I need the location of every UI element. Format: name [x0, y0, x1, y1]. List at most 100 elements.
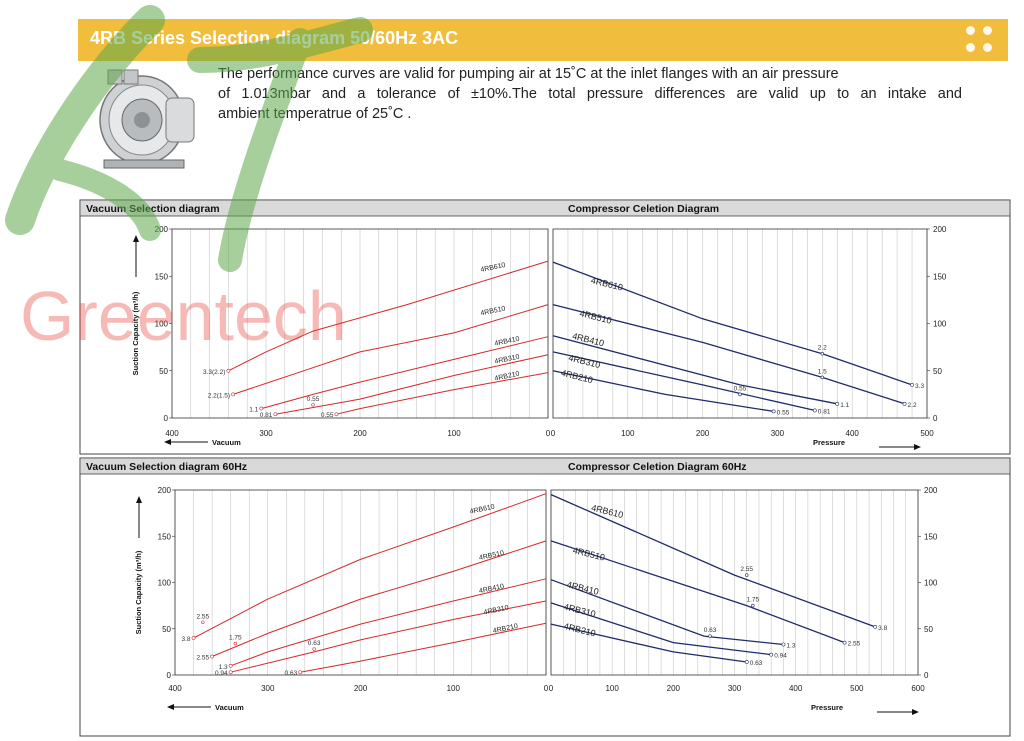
- x-tick-label: 200: [353, 429, 367, 438]
- x-tick-label: 0: [544, 684, 549, 693]
- x-axis-label: Vacuum: [215, 703, 244, 712]
- series-name-label: 4RB410: [566, 579, 600, 597]
- chart-title: Compressor Celetion Diagram: [568, 203, 719, 215]
- description: The performance curves are valid for pum…: [218, 64, 962, 124]
- endpoint-label: 0.63: [750, 660, 763, 667]
- series-name-label: 4RB510: [572, 545, 606, 563]
- annotation-label: 0.55: [734, 385, 747, 392]
- x-tick-label: 200: [696, 429, 710, 438]
- y-tick-label: 100: [158, 579, 172, 588]
- endpoint-label: 1.1: [840, 402, 849, 409]
- y-tick-label: 100: [924, 579, 938, 588]
- series-line: [228, 260, 549, 372]
- endpoint-label: 2.55: [196, 655, 209, 662]
- x-tick-label: 400: [168, 684, 182, 693]
- endpoint-label: 3.8: [182, 636, 191, 643]
- series-name-label: 4RB610: [590, 275, 624, 293]
- endpoint-marker: [902, 401, 907, 406]
- y-tick-label: 50: [159, 367, 168, 376]
- left-arrow-icon: [167, 704, 174, 710]
- endpoint-label: 2.55: [848, 641, 861, 648]
- x-tick-label: 0: [551, 429, 556, 438]
- description-line-1: The performance curves are valid for pum…: [218, 66, 839, 82]
- series-name-label: 4RB410: [571, 331, 605, 349]
- series-name-label: 4RB310: [567, 353, 601, 371]
- x-tick-label: 100: [447, 684, 461, 693]
- endpoint-marker: [842, 640, 847, 645]
- left-arrow-icon: [164, 439, 171, 445]
- endpoint-marker: [273, 412, 278, 417]
- endpoint-label: 1.1: [249, 407, 258, 414]
- series-line: [552, 303, 905, 405]
- x-tick-label: 300: [259, 429, 273, 438]
- series-line: [193, 493, 547, 639]
- series-line: [300, 622, 547, 673]
- annotation-label: 2.55: [196, 613, 209, 620]
- endpoint-label: 3.3(2.2): [203, 369, 225, 376]
- endpoint-label: 0.63: [285, 670, 298, 677]
- x-tick-label: 400: [846, 429, 860, 438]
- x-tick-label: 200: [667, 684, 681, 693]
- panel-header-bar: [79, 457, 1011, 475]
- chart-title: Compressor Celetion Diagram 60Hz: [568, 461, 747, 473]
- y-tick-label: 0: [933, 414, 938, 423]
- series-line: [550, 579, 784, 646]
- vacuum-chart: Vacuum Selection diagram 0 50 100 150 200 400 3…: [86, 203, 551, 447]
- x-tick-label: 400: [165, 429, 179, 438]
- endpoint-label: 3.8: [878, 625, 887, 632]
- endpoint-label: 1.3: [219, 664, 228, 671]
- endpoint-marker: [910, 383, 914, 387]
- x-axis-label: Vacuum: [212, 438, 241, 447]
- endpoint-marker: [769, 652, 774, 657]
- series-4RB510: 2.2(1.5) 4RB510: [208, 304, 549, 399]
- endpoint-label: 1.3: [786, 642, 795, 649]
- x-tick-label: 100: [621, 429, 635, 438]
- series-line: [232, 304, 549, 395]
- series-4RB310: 0.94 4RB310: [215, 600, 547, 677]
- endpoint-label: 3.3: [915, 383, 924, 390]
- annotation-marker: [751, 603, 755, 608]
- series-line: [552, 261, 913, 386]
- annotation-label: 0.55: [307, 396, 320, 403]
- y-axis-label: Suction Capacity (m³/h): [131, 291, 140, 375]
- series-line: [550, 623, 747, 663]
- endpoint-marker: [835, 401, 840, 406]
- series-line: [275, 354, 549, 415]
- annotation-label: 0.63: [308, 640, 321, 647]
- y-tick-label: 200: [158, 486, 172, 495]
- y-tick-label: 100: [155, 320, 169, 329]
- y-tick-label: 200: [924, 486, 938, 495]
- endpoint-label: 0.81: [260, 412, 273, 419]
- x-tick-label: 500: [920, 429, 934, 438]
- endpoint-marker: [812, 408, 817, 413]
- up-arrow-icon: [133, 235, 139, 242]
- y-tick-label: 150: [158, 532, 172, 541]
- endpoint-marker: [226, 368, 231, 373]
- series-4RB610: 3.8 4RB610: [550, 494, 888, 632]
- endpoint-label: 0.94: [215, 670, 228, 677]
- endpoint-marker: [744, 660, 749, 664]
- x-tick-label: 400: [789, 684, 803, 693]
- endpoint-label: 2.2: [908, 402, 917, 409]
- x-tick-label: 200: [354, 684, 368, 693]
- annotation-marker: [312, 647, 316, 651]
- series-4RB210: 0.55 4RB210: [552, 368, 790, 416]
- series-name-label: 4RB610: [469, 504, 495, 516]
- series-line: [230, 600, 547, 673]
- annotation-label: 1.5: [818, 368, 827, 375]
- right-arrow-icon: [914, 444, 921, 450]
- annotation-label: 1.75: [229, 635, 242, 642]
- endpoint-marker: [873, 625, 878, 629]
- y-tick-label: 50: [924, 625, 933, 634]
- y-tick-label: 100: [933, 320, 947, 329]
- endpoint-marker: [228, 670, 233, 675]
- x-tick-label: 100: [447, 429, 461, 438]
- y-axis-label: Suction Capacity (m³/h): [134, 550, 143, 634]
- y-tick-label: 0: [164, 414, 169, 423]
- pressure-chart: Compressor Celetion Diagram 0 50 100 150 200 0…: [551, 203, 947, 450]
- panel-border: [79, 199, 1011, 455]
- y-tick-label: 150: [155, 272, 169, 281]
- pressure-chart: Compressor Celetion Diagram 60Hz 0 50 100 15…: [549, 461, 938, 715]
